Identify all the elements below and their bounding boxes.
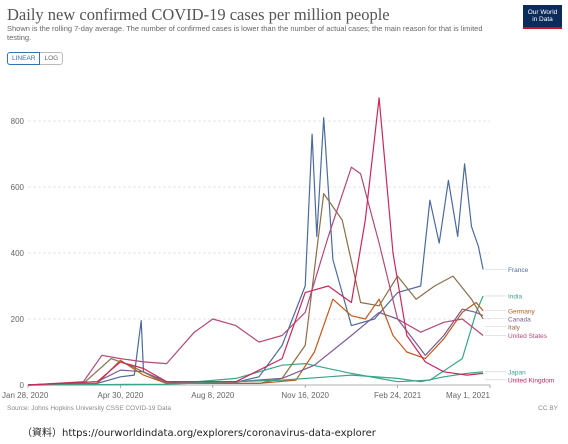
y-tick-label: 400 (11, 249, 25, 258)
x-tick-label: Nov 16, 2020 (281, 391, 329, 400)
legend-label-united-kingdom: United Kingdom (508, 377, 554, 384)
license-label[interactable]: CC BY (538, 405, 558, 412)
x-tick-label: Feb 24, 2021 (374, 391, 422, 400)
x-tick-label: Apr 30, 2020 (97, 391, 143, 400)
x-tick-label: Jan 28, 2020 (2, 391, 49, 400)
legend-label-india: India (508, 293, 522, 300)
series-line-united-kingdom (27, 97, 484, 386)
legend-label-united-states: United States (508, 333, 548, 340)
series-line-canada (27, 308, 484, 386)
series-line-india (27, 295, 484, 386)
y-tick-label: 200 (11, 315, 25, 324)
source-note[interactable]: Source: Johns Hopkins University CSSE CO… (7, 405, 172, 412)
y-tick-label: 600 (11, 183, 25, 192)
y-tick-label: 800 (11, 117, 25, 126)
logo-line-1: Our World (527, 8, 558, 16)
legend-label-japan: Japan (508, 369, 526, 376)
series-line-italy (27, 193, 484, 386)
series-line-france (27, 117, 484, 386)
series-line-japan (27, 371, 484, 386)
x-tick-label: Aug 8, 2020 (191, 391, 235, 400)
log-scale-button[interactable]: LOG (40, 52, 64, 65)
series-line-united-states (27, 166, 484, 386)
legend-label-italy: Italy (508, 324, 521, 331)
y-tick-label: 0 (20, 381, 25, 390)
owid-logo[interactable]: Our World in Data (523, 5, 562, 29)
linear-scale-button[interactable]: LINEAR (7, 52, 41, 65)
chart-subtitle: Shown is the rolling 7-day average. The … (7, 24, 483, 42)
x-tick-label: May 1, 2021 (446, 391, 491, 400)
legend-label-germany: Germany (508, 308, 535, 315)
chart-title: Daily new confirmed COVID-19 cases per m… (7, 5, 390, 24)
legend-label-france: France (508, 267, 529, 274)
series-line-germany (27, 298, 484, 386)
legend-label-canada: Canada (508, 316, 531, 323)
reference-note: （資料）https://ourworldindata.org/explorers… (22, 428, 376, 439)
scale-toggle: LINEAR LOG (7, 52, 64, 65)
logo-line-2: in Data (532, 16, 553, 23)
